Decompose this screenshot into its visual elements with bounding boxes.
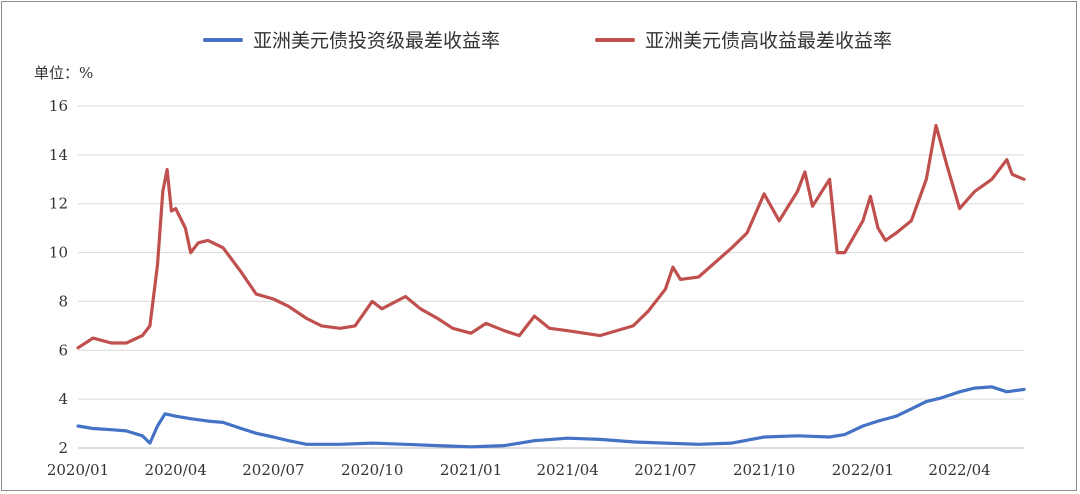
x-tick-label-2021-07: 2021/07 (634, 461, 696, 479)
series-line-ig (76, 385, 1026, 449)
legend-swatch-hy (595, 37, 635, 42)
x-tick-label-2021-10: 2021/10 (733, 461, 795, 479)
y-tick-label-6: 6 (58, 341, 68, 359)
x-tick-label-2020-01: 2020/01 (47, 461, 109, 479)
x-tick-label-2020-10: 2020/10 (341, 461, 403, 479)
legend-swatch-ig (203, 37, 243, 42)
legend-item-hy: 亚洲美元债高收益最差收益率 (595, 26, 892, 53)
y-tick-label-2: 2 (58, 439, 68, 457)
y-tick-label-8: 8 (58, 292, 68, 310)
x-tick-label-2021-01: 2021/01 (440, 461, 502, 479)
legend-label-ig: 亚洲美元债投资级最差收益率 (253, 30, 501, 52)
x-tick-label-2022-04: 2022/04 (928, 461, 990, 479)
legend-label-hy: 亚洲美元债高收益最差收益率 (645, 30, 893, 52)
legend-item-ig: 亚洲美元债投资级最差收益率 (203, 26, 500, 53)
x-tick-label-2022-01: 2022/01 (832, 461, 894, 479)
x-tick-label-2021-04: 2021/04 (536, 461, 598, 479)
y-tick-label-12: 12 (49, 195, 68, 213)
x-tick-label-2020-07: 2020/07 (242, 461, 304, 479)
y-tick-label-10: 10 (49, 244, 68, 262)
y-tick-label-16: 16 (49, 97, 68, 115)
x-tick-label-2020-04: 2020/04 (145, 461, 207, 479)
y-tick-label-14: 14 (49, 146, 68, 164)
unit-label: 单位：% (34, 64, 94, 82)
y-tick-label-4: 4 (58, 390, 68, 408)
series-line-hy (76, 123, 1026, 350)
